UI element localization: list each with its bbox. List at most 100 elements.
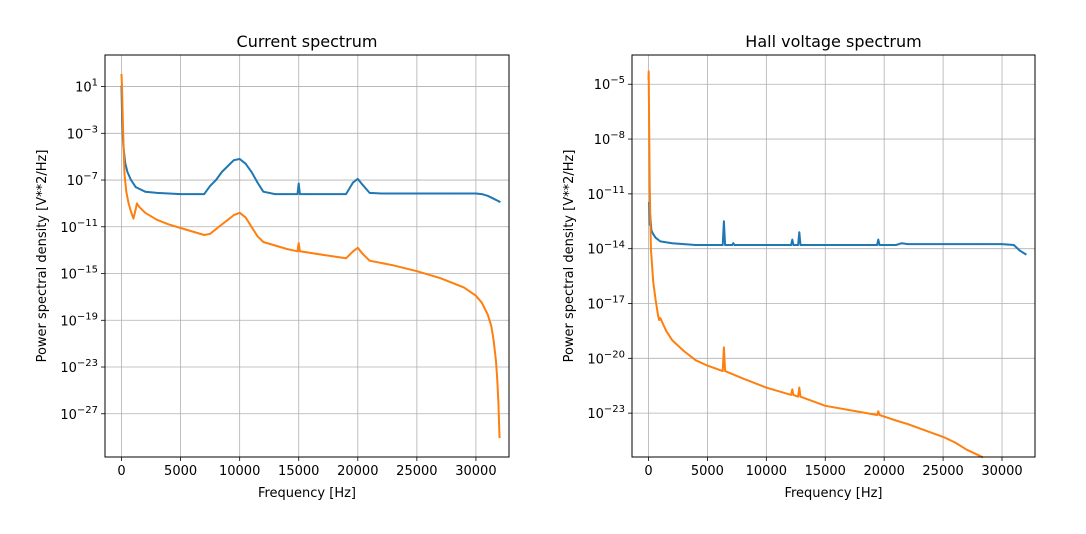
grid bbox=[105, 55, 509, 457]
y-tick-label: 10−11 bbox=[60, 218, 98, 236]
series-2-point bbox=[221, 223, 223, 226]
series-1-point bbox=[380, 192, 383, 195]
series-1-point bbox=[262, 190, 265, 193]
series-2-point bbox=[167, 223, 170, 226]
series-2-point bbox=[352, 250, 354, 253]
series-2-point bbox=[723, 346, 725, 349]
series-1-point bbox=[209, 185, 211, 187]
series-2-point bbox=[144, 211, 146, 214]
x-tick-label: 20000 bbox=[337, 464, 378, 479]
x-tick-label: 30000 bbox=[455, 464, 496, 479]
y-tick-label: 101 bbox=[75, 78, 98, 96]
series-2-point bbox=[671, 339, 673, 341]
series-2-point bbox=[799, 395, 802, 398]
series-2-point bbox=[790, 394, 792, 396]
series-2-point bbox=[132, 217, 135, 220]
series-2-point bbox=[299, 250, 301, 253]
y-axis-label: Power spectral density [V**2/Hz] bbox=[35, 150, 50, 363]
series-1-point bbox=[876, 244, 878, 246]
y-tick-label: 10−3 bbox=[67, 124, 98, 142]
series-1-point bbox=[724, 244, 726, 246]
y-tick-label: 10−17 bbox=[587, 295, 625, 313]
series-1-point bbox=[130, 179, 132, 181]
series-2-point bbox=[250, 225, 253, 228]
series-2-point bbox=[659, 317, 662, 319]
series-2-point bbox=[658, 319, 660, 321]
series-2-point bbox=[256, 235, 259, 237]
series-2-point bbox=[439, 277, 442, 280]
series-1-point bbox=[139, 188, 142, 191]
grid bbox=[632, 55, 1035, 457]
series-2-point bbox=[954, 441, 956, 444]
series-1-point bbox=[134, 186, 137, 188]
series-1-point bbox=[790, 244, 792, 246]
series-1-point bbox=[232, 159, 235, 161]
series-2-point bbox=[481, 301, 483, 304]
ticks: 0 5000 10000 15000 20000 25000 30000 10−5 10−8 10… bbox=[587, 75, 1022, 479]
series-2-point bbox=[121, 85, 123, 88]
series-2-point bbox=[296, 250, 299, 253]
series-2-point bbox=[262, 241, 265, 243]
series-1-point bbox=[361, 183, 364, 186]
axes-frame bbox=[104, 54, 510, 458]
series-2-point bbox=[683, 350, 685, 352]
y-tick-label: 10−8 bbox=[594, 130, 625, 148]
series-2-point bbox=[652, 280, 655, 283]
y-tick-label: 10−11 bbox=[587, 185, 625, 203]
series-1-point bbox=[345, 193, 347, 195]
series-1-point bbox=[792, 244, 795, 246]
series-1-point bbox=[475, 192, 477, 195]
series-1-point bbox=[723, 220, 725, 223]
series-1-point bbox=[798, 231, 801, 234]
series-2-point bbox=[791, 388, 794, 391]
series-1-point bbox=[901, 242, 903, 245]
series-1-point bbox=[652, 233, 655, 235]
series-1-point bbox=[238, 158, 241, 160]
series-1-point bbox=[244, 162, 247, 165]
series-2-point bbox=[238, 211, 241, 214]
series-1-point bbox=[942, 243, 944, 245]
series-1-point bbox=[731, 244, 733, 246]
series-1-point bbox=[1018, 249, 1021, 252]
x-tick-label: 0 bbox=[117, 464, 125, 479]
series-2-point bbox=[906, 423, 909, 425]
series-1-point bbox=[683, 243, 685, 245]
series-2-point bbox=[361, 252, 364, 255]
series-2-point bbox=[179, 227, 182, 229]
series-2-point bbox=[138, 206, 141, 208]
x-tick-label: 15000 bbox=[278, 464, 319, 479]
series-1-point bbox=[296, 193, 299, 195]
series-2-point bbox=[232, 214, 235, 216]
series-1-point bbox=[799, 244, 802, 246]
series-1-point bbox=[250, 171, 253, 173]
series-1-point bbox=[368, 192, 371, 194]
series-2-point bbox=[497, 401, 500, 403]
series-2-point bbox=[648, 183, 651, 186]
series-2-point bbox=[724, 370, 726, 372]
series-2-point bbox=[136, 202, 138, 205]
y-tick-label: 10−7 bbox=[67, 171, 98, 189]
series-1-point bbox=[977, 243, 980, 245]
series-1-point bbox=[765, 244, 768, 246]
x-tick-label: 15000 bbox=[805, 464, 846, 479]
series-1-point bbox=[156, 192, 158, 194]
plot-title: Current spectrum bbox=[237, 32, 378, 51]
series-1-point bbox=[694, 244, 697, 246]
series-2-point bbox=[475, 294, 477, 297]
x-axis-label: Frequency [Hz] bbox=[784, 486, 882, 501]
series-2-point bbox=[203, 234, 206, 236]
y-tick-label: 10−27 bbox=[60, 405, 98, 423]
x-tick-label: 30000 bbox=[981, 464, 1022, 479]
series-1-point bbox=[878, 244, 881, 246]
series-2-point bbox=[706, 364, 709, 367]
series-2-point bbox=[876, 414, 878, 416]
x-tick-label: 25000 bbox=[922, 464, 963, 479]
current-spectrum-plot: 0 5000 10000 15000 20000 25000 30000 101 10−3 10−… bbox=[35, 32, 510, 501]
series-1-point bbox=[481, 193, 483, 195]
series-1-point bbox=[906, 243, 909, 245]
series-1-point bbox=[721, 244, 724, 246]
series-1-point bbox=[492, 197, 495, 200]
series-2-point bbox=[209, 232, 211, 235]
series-2-point bbox=[122, 126, 124, 129]
